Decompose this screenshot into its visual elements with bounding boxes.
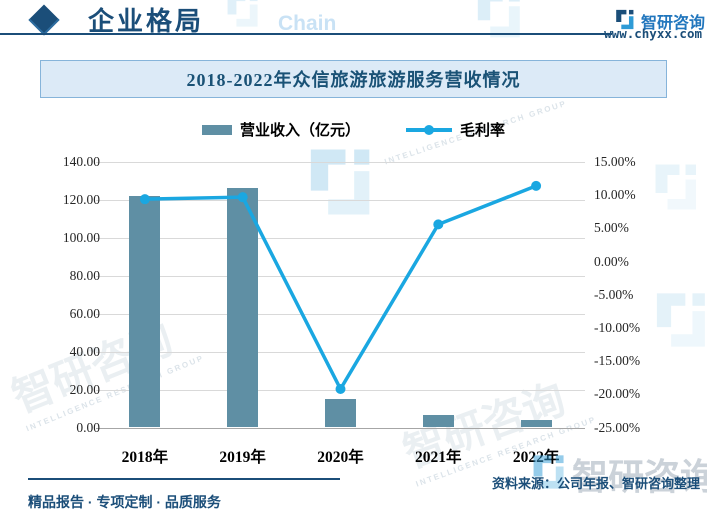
footer-tagline: 精品报告 · 专项定制 · 品质服务 <box>28 494 221 510</box>
y-axis-left-tick: 140.00 <box>62 154 100 169</box>
y-axis-left-tick: 0.00 <box>76 419 100 435</box>
revenue-bar <box>129 196 161 428</box>
margin-line-point <box>433 219 444 230</box>
website-url: www.chyxx.com <box>604 26 702 41</box>
y-axis-right-tick: -25.00% <box>594 419 641 435</box>
chart-legend: 营业收入（亿元） 毛利率 <box>0 119 707 140</box>
x-axis-label: 2021年 <box>415 449 462 466</box>
y-axis-right-tick: 10.00% <box>594 187 636 203</box>
brand-name: 智研咨询 <box>641 15 706 32</box>
revenue-bar <box>520 419 552 428</box>
line-series-swatch <box>406 124 452 135</box>
company-logo-icon <box>613 8 636 31</box>
chart-title: 2018-2022年众信旅游旅游服务营收情况 <box>186 70 521 90</box>
y-axis-left-tick: 60.00 <box>69 305 100 321</box>
gridline <box>96 427 585 429</box>
header-divider <box>0 33 612 35</box>
x-axis-label: 2020年 <box>317 449 364 466</box>
bar-series-swatch <box>201 124 232 135</box>
y-axis-right-tick: -15.00% <box>594 353 641 369</box>
gridline <box>96 162 585 163</box>
legend-item-margin: 毛利率 <box>406 119 505 140</box>
y-axis-left-tick: 80.00 <box>69 267 100 283</box>
y-axis-left-tick: 120.00 <box>62 191 100 207</box>
x-axis-label: 2018年 <box>121 449 169 466</box>
gridline <box>96 389 585 391</box>
gridline <box>96 351 585 353</box>
x-axis-label: 2019年 <box>219 449 266 466</box>
section-diamond-icon <box>28 4 60 36</box>
legend-item-revenue: 营业收入（亿元） <box>201 119 360 140</box>
y-axis-right-tick: -10.00% <box>594 319 641 335</box>
y-axis-right-tick: 5.00% <box>594 220 629 236</box>
revenue-bar <box>227 188 259 428</box>
y-axis-right-tick: -20.00% <box>594 386 641 402</box>
page-section-title: 企业格局 <box>88 7 205 36</box>
y-axis-left-tick: 20.00 <box>69 381 100 397</box>
legend-label: 毛利率 <box>460 123 506 139</box>
footer-divider <box>28 478 340 480</box>
header-watermark-text: Chain <box>278 12 337 35</box>
data-source-note: 资料来源：公司年报、智研咨询整理 <box>491 476 700 491</box>
revenue-bar <box>325 399 356 428</box>
gridline <box>96 199 585 201</box>
line-marker-icon <box>424 124 434 135</box>
y-axis-left-tick: 100.00 <box>62 229 100 245</box>
y-axis-right-tick: 0.00% <box>594 253 629 269</box>
y-axis-right-tick: 15.00% <box>594 154 636 169</box>
chart-title-box: 2018-2022年众信旅游旅游服务营收情况 <box>40 60 667 98</box>
brand-watermark-logo <box>300 143 378 221</box>
margin-line-point <box>531 180 542 191</box>
gridline <box>96 275 585 277</box>
legend-label: 营业收入（亿元） <box>239 123 360 139</box>
y-axis-left-tick: 40.00 <box>69 343 100 359</box>
brand-watermark-logo <box>470 0 526 42</box>
revenue-bar <box>422 415 454 428</box>
y-axis-right-tick: -5.00% <box>594 286 634 302</box>
brand-watermark-logo <box>222 0 262 30</box>
gridline <box>96 237 585 239</box>
x-axis-label: 2022年 <box>512 449 560 466</box>
margin-line <box>144 184 537 393</box>
gridline <box>96 313 585 315</box>
